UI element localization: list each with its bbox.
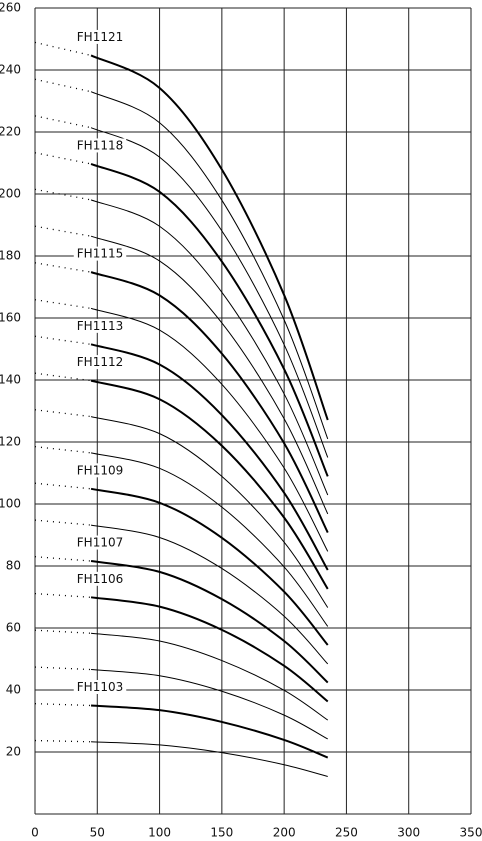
pump-curve: FH1106	[34, 571, 329, 703]
pump-curve	[34, 409, 329, 608]
shutoff-dotted-line	[34, 299, 92, 310]
y-tick-label: 200	[0, 187, 21, 201]
curve-label: FH1109	[77, 463, 123, 477]
shutoff-dotted-line	[34, 115, 92, 129]
curve-line	[90, 307, 329, 552]
curve-label: FH1115	[77, 247, 123, 261]
curve-line	[90, 524, 329, 665]
y-tick-label: 40	[6, 683, 21, 697]
pump-curve: FH1115	[34, 246, 329, 533]
shutoff-dotted-line	[34, 409, 92, 418]
y-tick-label: 240	[0, 63, 21, 77]
curve-line	[90, 91, 329, 440]
pump-curve: FH1112	[34, 355, 329, 590]
y-tick-label: 60	[6, 621, 21, 635]
shutoff-dotted-line	[34, 702, 92, 707]
shutoff-dotted-line	[34, 592, 92, 598]
y-tick-label: 80	[6, 559, 21, 573]
curve-line	[90, 379, 329, 590]
label-background	[73, 138, 127, 153]
shutoff-dotted-line	[34, 41, 92, 57]
shutoff-dotted-line	[34, 519, 92, 526]
curve-line	[90, 127, 329, 458]
y-tick-label: 100	[0, 497, 21, 511]
shutoff-dotted-line	[34, 666, 92, 671]
pump-curve: FH1107	[34, 535, 329, 684]
y-tick-label: 160	[0, 311, 21, 325]
curve-label: FH1113	[77, 319, 123, 333]
pump-curve	[34, 739, 328, 777]
label-background	[73, 571, 127, 586]
curve-label: FH1118	[77, 138, 123, 152]
pump-curve	[34, 519, 329, 665]
curve-line	[91, 741, 328, 777]
x-tick-label: 300	[397, 826, 420, 840]
pump-curve	[34, 188, 329, 496]
pump-curve	[34, 299, 329, 552]
curve-line	[91, 669, 328, 740]
pump-curve	[34, 115, 329, 458]
curve-line	[90, 596, 329, 703]
label-background	[73, 463, 127, 478]
curve-line	[90, 452, 329, 627]
curve-label: FH1106	[77, 572, 123, 586]
pump-curve: FH1109	[34, 463, 329, 646]
x-tick-label: 200	[273, 826, 296, 840]
curve-line	[90, 343, 329, 571]
curve-line	[90, 199, 329, 496]
label-background	[73, 246, 127, 261]
curve-line	[90, 487, 329, 646]
curve-label: FH1103	[77, 680, 123, 694]
pump-curve	[34, 225, 329, 515]
label-background	[73, 355, 127, 370]
shutoff-dotted-line	[34, 225, 92, 237]
curve-label: FH1107	[77, 536, 123, 550]
curve-label: FH1112	[77, 355, 123, 369]
y-tick-label: 20	[6, 745, 21, 759]
curve-line	[90, 235, 329, 515]
shutoff-dotted-line	[34, 446, 92, 454]
shutoff-dotted-line	[34, 262, 92, 273]
shutoff-dotted-line	[34, 556, 92, 562]
pump-curve	[34, 446, 329, 627]
pump-curve: FH1121	[34, 29, 329, 421]
curve-line	[90, 704, 329, 759]
curve-line	[91, 632, 329, 721]
curve-line	[90, 163, 329, 477]
shutoff-dotted-line	[34, 629, 92, 634]
x-tick-label: 100	[148, 826, 171, 840]
y-tick-label: 180	[0, 249, 21, 263]
y-tick-label: 260	[0, 1, 21, 15]
shutoff-dotted-line	[34, 152, 92, 165]
shutoff-dotted-line	[34, 335, 92, 345]
x-tick-label: 0	[31, 826, 39, 840]
pump-curve	[34, 78, 329, 440]
y-tick-label: 120	[0, 435, 21, 449]
label-background	[73, 680, 127, 694]
shutoff-dotted-line	[34, 482, 92, 490]
curve-line	[90, 560, 329, 684]
pump-curve: FH1118	[34, 138, 329, 477]
y-tick-label: 220	[0, 125, 21, 139]
curve-label: FH1121	[77, 30, 123, 44]
pump-curve	[34, 666, 328, 740]
curve-line	[90, 271, 329, 533]
y-tick-label: 140	[0, 373, 21, 387]
shutoff-dotted-line	[34, 188, 92, 201]
x-tick-label: 150	[210, 826, 233, 840]
label-background	[73, 29, 127, 44]
label-background	[73, 535, 127, 550]
curve-line	[90, 54, 329, 421]
shutoff-dotted-line	[34, 78, 92, 93]
x-tick-label: 350	[460, 826, 482, 840]
x-tick-label: 50	[90, 826, 105, 840]
pump-curve	[34, 629, 329, 721]
label-background	[73, 318, 127, 333]
x-tick-label: 250	[335, 826, 358, 840]
pump-curve: FH1103	[34, 680, 329, 759]
curve-line	[90, 416, 329, 608]
pump-curve: FH1113	[34, 318, 329, 571]
shutoff-dotted-line	[34, 739, 92, 743]
